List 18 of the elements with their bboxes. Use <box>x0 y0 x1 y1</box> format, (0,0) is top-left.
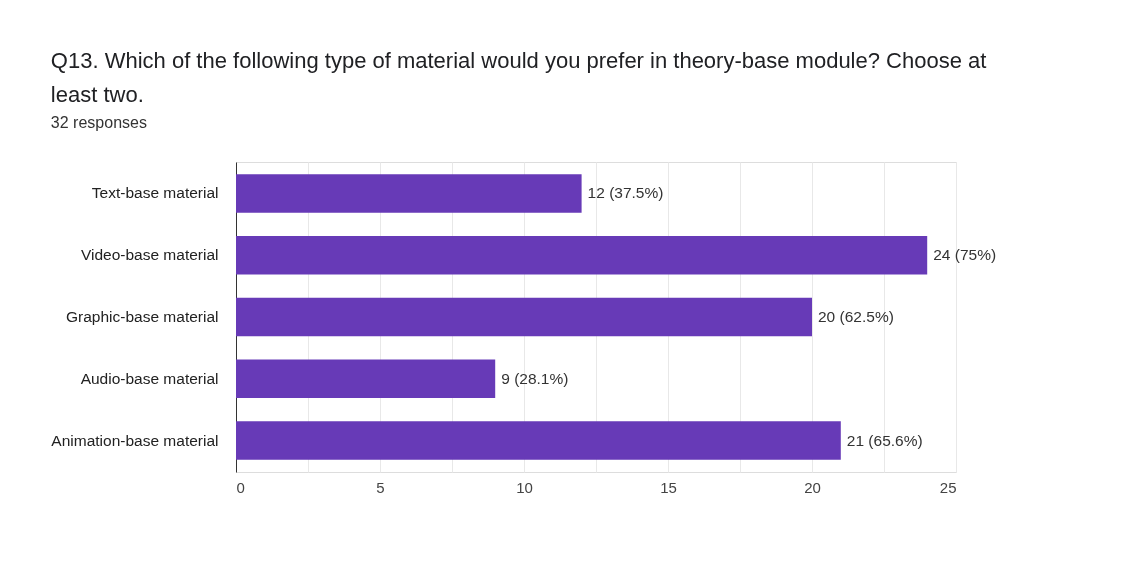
data-label: 20 (62.5%) <box>818 308 894 325</box>
y-tick-label: Audio-base material <box>80 369 219 387</box>
text: 32 responses <box>50 114 147 131</box>
x-tick-label: 0 <box>236 478 245 496</box>
data-label: 24 (75%) <box>933 246 997 264</box>
x-tick-label: 10 <box>516 478 533 496</box>
y-tick-label: Graphic-base material <box>66 308 219 325</box>
x-tick-label: 15 <box>660 478 677 496</box>
y-tick-label: Text-base material <box>91 184 219 202</box>
data-label: 21 (65.6%) <box>846 431 923 449</box>
x-tick-label: 20 <box>804 478 821 496</box>
x-tick-label: 5 <box>376 478 385 496</box>
y-tick-label: Video-base material <box>80 246 219 264</box>
chart-title: Q13. Which of the following type of material would you prefer in theory-base module? Choose at least two. <box>50 48 987 107</box>
x-tick-label: 25 <box>939 478 957 496</box>
data-label: 9 (28.1%) <box>501 369 569 387</box>
y-tick-label: Animation-base material <box>51 431 219 449</box>
data-label: 12 (37.5%) <box>587 184 664 202</box>
